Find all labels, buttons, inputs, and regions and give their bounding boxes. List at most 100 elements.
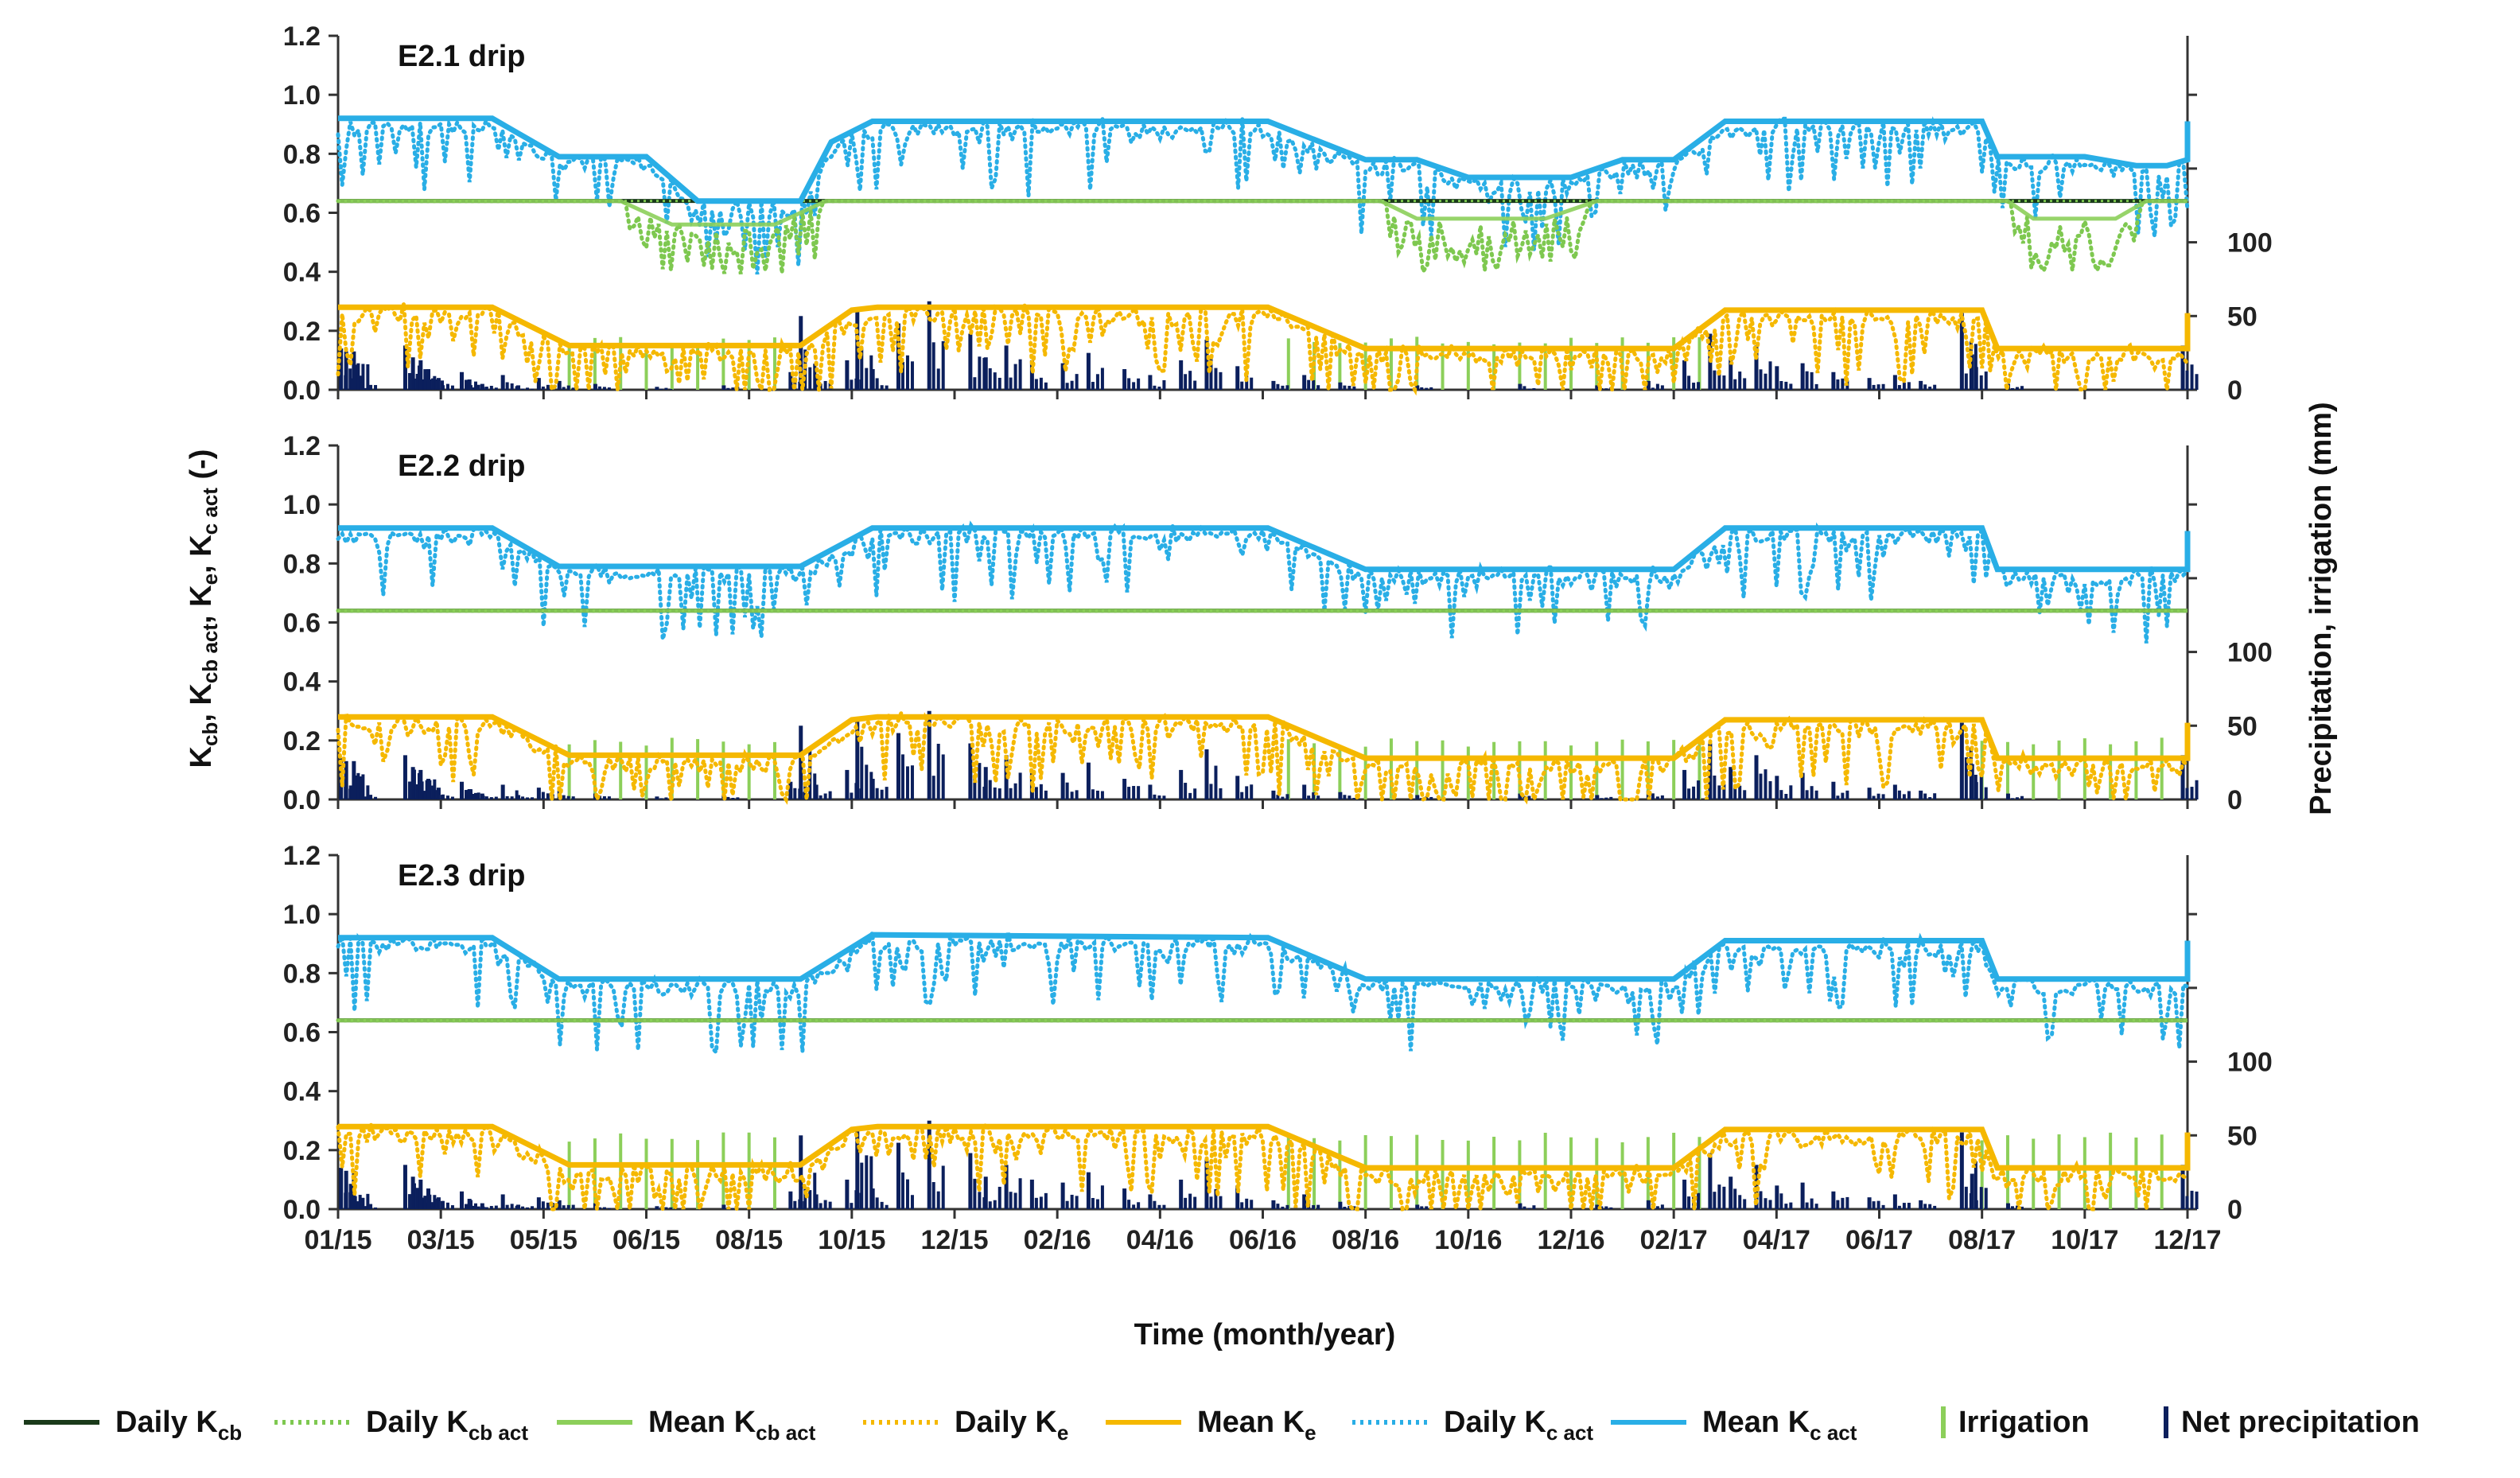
precipitation-bar	[465, 1204, 468, 1209]
precipitation-bar	[1204, 749, 1209, 799]
precipitation-bar	[1805, 1202, 1809, 1209]
precipitation-bar	[1655, 383, 1659, 390]
legend-item-mke: Mean Ke	[1106, 1406, 1316, 1445]
precipitation-bar	[494, 796, 498, 799]
precipitation-bar	[1800, 363, 1805, 390]
precipitation-bar	[1784, 1204, 1788, 1209]
precipitation-bar	[1759, 369, 1763, 390]
precipitation-bar	[669, 388, 673, 390]
x-tick-label: 01/15	[304, 1225, 371, 1255]
precipitation-bar	[828, 791, 832, 799]
precipitation-bar	[1338, 382, 1343, 390]
precipitation-bar	[597, 386, 601, 390]
precipitation-bar	[1162, 1204, 1166, 1209]
y-tick-label-left: 0.2	[283, 726, 321, 757]
precipitation-bar	[531, 797, 535, 799]
daily-kc-act-line	[336, 113, 2190, 275]
precipitation-bar	[1902, 1203, 1906, 1209]
precipitation-bar	[1970, 354, 1974, 390]
precipitation-bar	[973, 377, 977, 390]
precipitation-bar	[1609, 796, 1613, 799]
precipitation-bar	[1065, 782, 1069, 799]
precipitation-bar	[441, 385, 445, 390]
precipitation-bar	[571, 1204, 575, 1209]
precipitation-bar	[431, 1202, 435, 1209]
precipitation-bar	[1281, 1206, 1285, 1209]
precipitation-bar	[1122, 369, 1127, 390]
precipitation-bar	[1784, 381, 1788, 390]
precipitation-bar	[2015, 387, 2019, 390]
precipitation-bar	[361, 774, 365, 799]
precipitation-bar	[1964, 373, 1968, 390]
precipitation-bar	[1044, 790, 1048, 799]
precipitation-bar	[1009, 377, 1013, 390]
legend-swatch	[1941, 1406, 1946, 1438]
x-tick-label: 10/16	[1434, 1225, 1502, 1255]
precipitation-bar	[602, 1207, 606, 1209]
x-tick-label: 02/16	[1024, 1225, 1091, 1255]
precipitation-bar	[1682, 360, 1687, 390]
legend-item-kcact: Daily Kc act	[1352, 1406, 1593, 1445]
precipitation-bar	[1532, 388, 1536, 390]
precipitation-bar	[803, 349, 807, 390]
precipitation-bar	[1100, 368, 1104, 390]
precipitation-bar	[562, 387, 566, 390]
y-tick-label-left: 0.6	[283, 1018, 321, 1048]
precipitation-bar	[1153, 1200, 1157, 1209]
precipitation-bar	[1687, 788, 1691, 799]
precipitation-bar	[885, 385, 889, 390]
precipitation-bar	[505, 1204, 509, 1209]
precipitation-bar	[1651, 793, 1655, 799]
precipitation-bar	[1271, 790, 1276, 799]
precipitation-bar	[1184, 1197, 1188, 1209]
precipitation-bar	[1302, 1194, 1307, 1209]
precipitation-bar	[1307, 795, 1311, 799]
y-tick-label-right: 50	[2227, 301, 2258, 332]
precipitation-bar	[1697, 1192, 1701, 1209]
precipitation-bar	[1660, 385, 1664, 390]
precipitation-bar	[814, 784, 819, 799]
y-tick-label-left: 0.8	[283, 549, 321, 579]
precipitation-bar	[1595, 1204, 1600, 1209]
precipitation-bar	[1733, 379, 1737, 390]
precipitation-bar	[494, 387, 498, 390]
precipitation-bar	[450, 385, 454, 390]
precipitation-bar	[1775, 776, 1779, 799]
x-tick-label: 03/15	[407, 1225, 475, 1255]
y-tick-label-left: 0.4	[283, 667, 321, 698]
precipitation-bar	[2195, 374, 2199, 390]
precipitation-bar	[1841, 1197, 1845, 1209]
precipitation-bar	[1086, 352, 1091, 390]
precipitation-bar	[1717, 1184, 1721, 1209]
precipitation-bar	[1687, 1196, 1691, 1209]
precipitation-bar	[1759, 773, 1763, 799]
precipitation-bar	[374, 385, 378, 390]
precipitation-bar	[480, 1203, 484, 1209]
precipitation-bar	[968, 1153, 973, 1209]
precipitation-bar	[465, 790, 468, 799]
legend-label: Mean Kcb act	[648, 1406, 816, 1445]
precipitation-bar	[1892, 375, 1897, 390]
precipitation-bar	[1984, 371, 1988, 390]
precipitation-bar	[2005, 793, 2010, 799]
legend-item-kcbact: Daily Kcb act	[274, 1406, 528, 1445]
precipitation-bar	[1692, 383, 1696, 390]
precipitation-bar	[1065, 383, 1069, 390]
precipitation-bar	[1964, 757, 1968, 799]
precipitation-bar	[1814, 790, 1818, 799]
precipitation-bar	[541, 386, 545, 390]
precipitation-bar	[1137, 786, 1141, 799]
precipitation-bar	[1271, 1200, 1276, 1209]
precipitation-bar	[1137, 1202, 1141, 1209]
y-axis-label-left-text: Kcb, Kcb act, Ke, Kc act (-)	[185, 449, 222, 768]
precipitation-bar	[352, 351, 356, 390]
precipitation-bar	[526, 387, 530, 390]
precipitation-bar	[1919, 380, 1923, 390]
precipitation-bar	[1729, 1177, 1733, 1209]
precipitation-bar	[936, 1191, 940, 1209]
precipitation-bar	[1646, 1200, 1651, 1209]
precipitation-bar	[369, 384, 373, 390]
precipitation-bar	[402, 345, 407, 390]
precipitation-bar	[1733, 786, 1737, 799]
precipitation-bar	[1204, 339, 1209, 390]
